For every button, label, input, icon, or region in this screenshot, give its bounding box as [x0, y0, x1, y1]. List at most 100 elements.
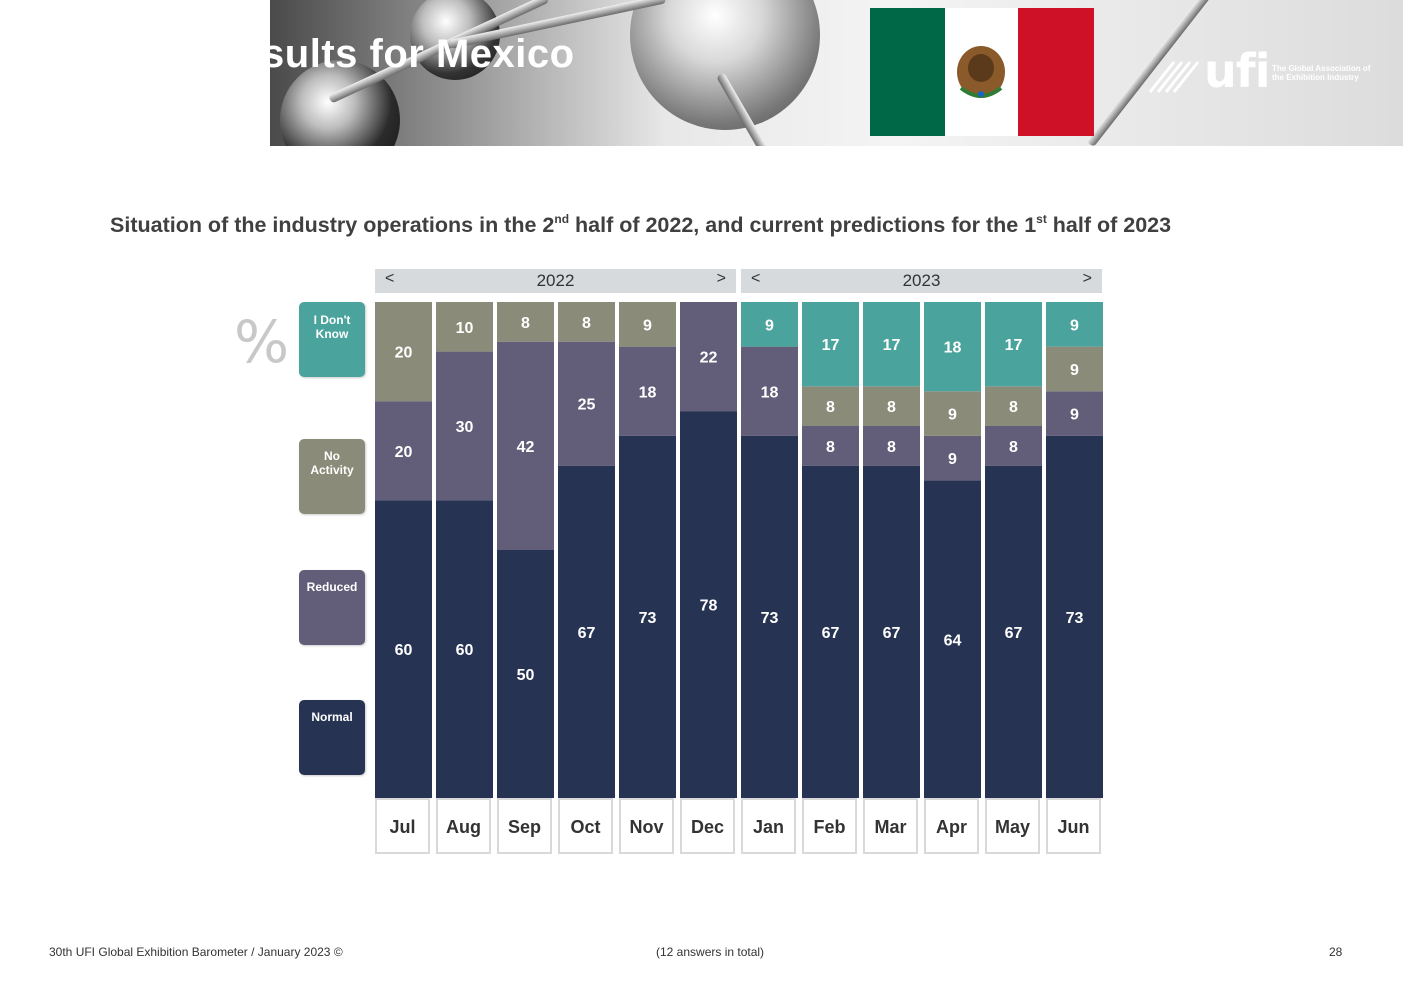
month-label-jan: Jan — [741, 798, 796, 854]
coat-of-arms-icon — [957, 46, 1005, 98]
bar-feb-no-activity — [802, 386, 859, 426]
bar-jun-no-activity — [1046, 346, 1103, 392]
month-label-sep: Sep — [497, 798, 552, 854]
bar-nov-reduced — [619, 346, 676, 436]
data-label: 30 — [456, 419, 474, 436]
bar-apr-normal — [924, 480, 981, 798]
subtitle-part: Situation of the industry operations in … — [110, 213, 555, 237]
bar-jun-reduced — [1046, 391, 1103, 436]
next-button[interactable]: > — [716, 270, 726, 287]
month-label-oct: Oct — [558, 798, 613, 854]
bar-aug-reduced — [436, 351, 493, 501]
bar-aug-no-activity — [436, 302, 493, 352]
bar-sep-no-activity — [497, 302, 554, 342]
flag-white-stripe — [945, 8, 1018, 136]
data-label: 10 — [456, 320, 474, 337]
bar-apr-no-activity — [924, 391, 981, 436]
data-label: 9 — [765, 317, 774, 334]
month-label-feb: Feb — [802, 798, 857, 854]
legend-no-activity: No Activity — [299, 439, 365, 514]
month-label-jul: Jul — [375, 798, 430, 854]
data-label: 8 — [1009, 439, 1018, 456]
bar-feb-i-don-t-know — [802, 302, 859, 387]
bar-may-reduced — [985, 426, 1042, 466]
data-label: 8 — [521, 315, 530, 332]
bar-jul-reduced — [375, 401, 432, 501]
data-label: 8 — [582, 315, 591, 332]
data-label: 20 — [395, 345, 413, 362]
chart-subtitle: Situation of the industry operations in … — [110, 212, 1171, 238]
year-label: 2022 — [536, 271, 575, 290]
page-title: Detailed results for Mexico — [52, 32, 575, 76]
bar-dec-normal — [680, 411, 737, 798]
bar-dec-reduced — [680, 302, 737, 412]
data-label: 8 — [826, 439, 835, 456]
legend-label: Normal — [311, 710, 353, 724]
bar-jun-normal — [1046, 435, 1103, 798]
year-label: 2023 — [902, 271, 941, 290]
month-label-dec: Dec — [680, 798, 735, 854]
prev-button[interactable]: < — [385, 270, 395, 287]
bar-feb-normal — [802, 465, 859, 798]
bar-apr-reduced — [924, 435, 981, 481]
data-label: 18 — [761, 384, 779, 401]
month-label-jun: Jun — [1046, 798, 1101, 854]
bar-nov-normal — [619, 435, 676, 798]
bar-sep-normal — [497, 550, 554, 798]
legend-label: Reduced — [306, 580, 358, 594]
data-label: 73 — [639, 610, 657, 627]
data-label: 8 — [826, 399, 835, 416]
data-label: 50 — [517, 667, 535, 684]
year-bar-2022: < 2022 > — [375, 269, 736, 293]
bar-apr-i-don-t-know — [924, 302, 981, 392]
bar-mar-reduced — [863, 426, 920, 466]
subtitle-part: half of 2023 — [1046, 213, 1172, 237]
data-label: 17 — [1005, 337, 1023, 354]
data-label: 67 — [1005, 625, 1023, 642]
bar-oct-reduced — [558, 341, 615, 466]
data-label: 8 — [887, 399, 896, 416]
bar-jun-i-don-t-know — [1046, 302, 1103, 347]
data-label: 25 — [578, 397, 596, 414]
data-label: 8 — [887, 439, 896, 456]
bar-jul-normal — [375, 500, 432, 798]
data-label: 17 — [883, 337, 901, 354]
bar-oct-normal — [558, 465, 615, 798]
data-label: 9 — [1070, 362, 1079, 379]
legend-label: No Activity — [310, 449, 354, 477]
bar-may-i-don-t-know — [985, 302, 1042, 387]
data-label: 60 — [456, 642, 474, 659]
subtitle-sup: st — [1036, 212, 1047, 226]
bar-jan-normal — [741, 435, 798, 798]
bar-may-no-activity — [985, 386, 1042, 426]
data-label: 73 — [761, 610, 779, 627]
ufi-tagline: The Global Association of the Exhibition… — [1272, 64, 1371, 82]
bar-jul-no-activity — [375, 302, 432, 402]
month-label-mar: Mar — [863, 798, 918, 854]
legend-reduced: Reduced — [299, 570, 365, 645]
data-label: 9 — [948, 451, 957, 468]
bar-jan-i-don-t-know — [741, 302, 798, 347]
prev-button[interactable]: < — [751, 270, 761, 287]
next-button[interactable]: > — [1082, 270, 1092, 287]
bar-nov-no-activity — [619, 302, 676, 347]
year-bar-2023: < 2023 > — [741, 269, 1102, 293]
subtitle-part: half of 2022, and current predictions fo… — [569, 213, 1037, 237]
data-label: 17 — [822, 337, 840, 354]
ufi-wordmark: ufi — [1204, 44, 1271, 98]
data-label: 18 — [944, 340, 962, 357]
data-label: 60 — [395, 642, 413, 659]
month-label-aug: Aug — [436, 798, 491, 854]
data-label: 73 — [1066, 610, 1084, 627]
subtitle-sup: nd — [554, 212, 570, 226]
data-label: 9 — [643, 317, 652, 334]
month-label-nov: Nov — [619, 798, 674, 854]
data-label: 9 — [948, 407, 957, 424]
bar-may-normal — [985, 465, 1042, 798]
ufi-logo: ufi The Global Association of the Exhibi… — [1148, 44, 1378, 98]
bar-jan-reduced — [741, 346, 798, 436]
percent-symbol: % — [234, 308, 290, 376]
mexico-flag — [870, 8, 1094, 136]
data-label: 9 — [1070, 407, 1079, 424]
